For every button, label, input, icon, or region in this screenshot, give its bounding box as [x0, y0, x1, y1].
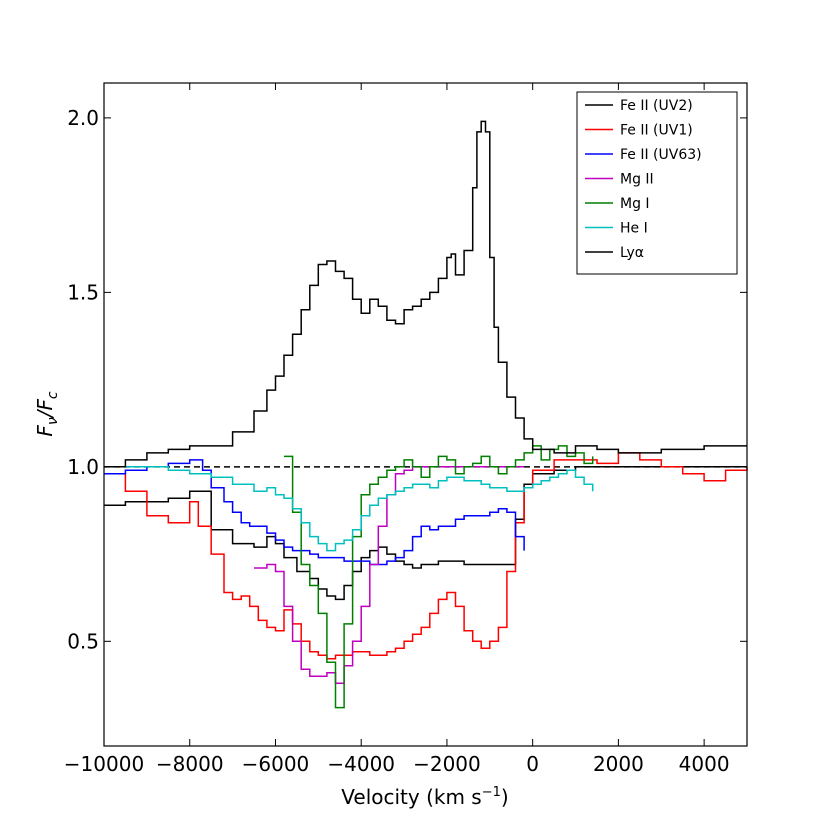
x-tick-label: 4000	[679, 752, 730, 776]
y-axis-label-f: F	[33, 425, 57, 437]
plot-area	[104, 120, 748, 709]
x-tick-label: 0	[526, 752, 539, 776]
axis-ticks: −10000 −8000 −6000 −4000 −2000 0 2000 4000 0.5 1.…	[64, 83, 747, 776]
series-line-1	[104, 452, 748, 660]
legend-label-2: Fe II (UV63)	[620, 147, 702, 163]
y-axis-label-slash: /F	[33, 399, 57, 420]
legend-label-3: Mg II	[620, 172, 654, 188]
x-tick-label: −4000	[327, 752, 395, 776]
legend-label-6: Lyα	[620, 245, 644, 261]
series-line-4	[284, 445, 594, 709]
legend-frame	[576, 91, 738, 275]
y-axis-label: Fν/Fc	[33, 391, 61, 437]
y-tick-label: 0.5	[67, 629, 99, 653]
series-line-2	[104, 459, 525, 566]
y-tick-label: 2.0	[67, 106, 99, 130]
x-tick-label: 2000	[593, 752, 644, 776]
x-tick-label: −6000	[242, 752, 310, 776]
legend: Fe II (UV2) Fe II (UV1) Fe II (UV63) Mg II M…	[576, 91, 738, 275]
legend-label-1: Fe II (UV1)	[620, 123, 693, 139]
x-tick-label: −8000	[156, 752, 224, 776]
x-axis-label-sup: −1	[482, 785, 501, 800]
x-axis-label-main: Velocity (km s	[341, 785, 481, 809]
legend-label-5: He I	[620, 221, 648, 237]
legend-label-0: Fe II (UV2)	[620, 98, 693, 114]
x-tick-label: −10000	[64, 752, 144, 776]
x-tick-label: −2000	[413, 752, 481, 776]
plot-frame	[103, 82, 748, 747]
legend-entries: Fe II (UV2) Fe II (UV1) Fe II (UV63) Mg II M…	[585, 98, 702, 261]
x-axis-label-close: )	[501, 785, 509, 809]
y-tick-label: 1.5	[67, 280, 99, 304]
series-line-6	[104, 120, 747, 468]
series-line-0	[104, 466, 747, 601]
legend-label-4: Mg I	[620, 196, 650, 212]
x-axis-label: Velocity (km s−1)	[341, 785, 508, 809]
series-line-5	[104, 466, 594, 552]
y-axis-label-sub-num: ν	[45, 417, 61, 425]
y-tick-label: 1.0	[67, 455, 99, 479]
y-axis-label-sub-den: c	[45, 391, 61, 399]
